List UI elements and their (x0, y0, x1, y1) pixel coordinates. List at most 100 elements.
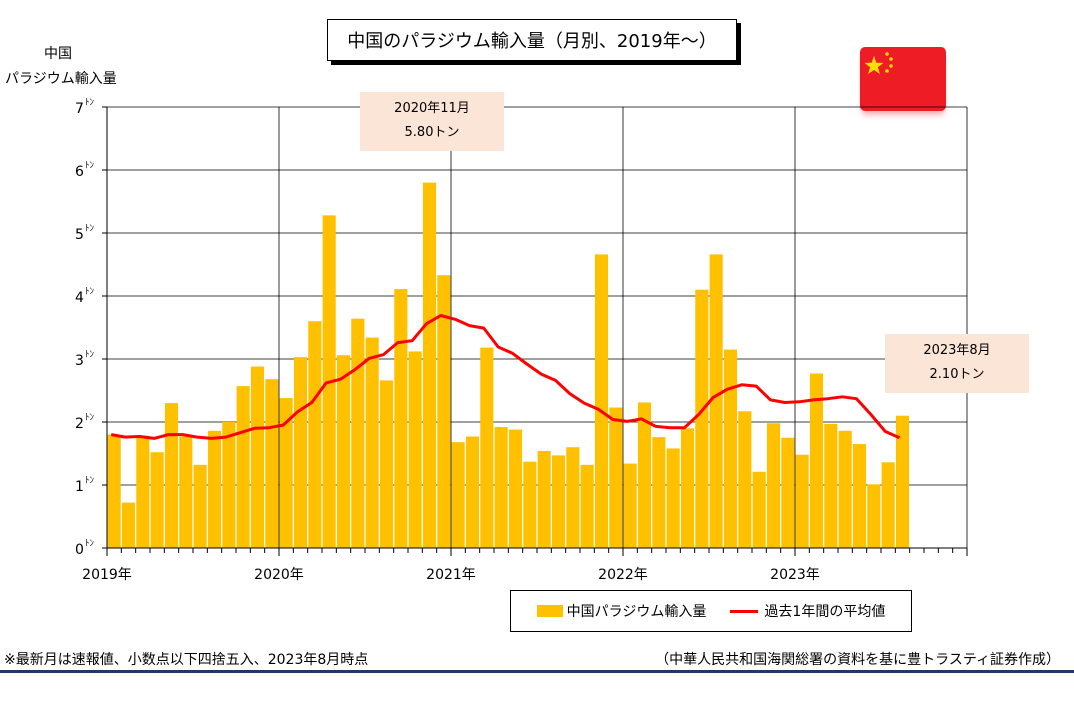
bar-imports (379, 380, 394, 548)
y-tick-unit: ﾄﾝ (85, 98, 95, 108)
bars-layer (107, 182, 910, 549)
bar-imports (265, 379, 279, 548)
x-tick-label: 2019年 (82, 567, 132, 583)
bar-imports (637, 402, 652, 548)
x-tick-label: 2021年 (426, 567, 476, 583)
bar-imports (709, 254, 723, 549)
legend-line-swatch (730, 609, 759, 613)
bar-imports (236, 386, 250, 548)
latest-callout-value: 2.10トン (929, 367, 985, 382)
bar-imports (437, 275, 451, 548)
y-tick-unit: ﾄﾝ (85, 350, 95, 360)
legend-bar-label: 中国パラジウム輸入量 (566, 604, 707, 620)
bar-imports (136, 435, 150, 548)
bar-imports (164, 403, 179, 548)
flag-stars (864, 52, 893, 74)
bar-imports (609, 407, 623, 548)
line-layer (110, 314, 901, 440)
chart-title: 中国のパラジウム輸入量（月別、2019年～） (327, 19, 737, 61)
latest-callout-date: 2023年8月 (923, 343, 991, 358)
bar-imports (537, 450, 551, 548)
bar-imports (852, 444, 867, 548)
bar-imports (508, 429, 523, 548)
bar-imports (781, 437, 795, 548)
y-tick-label: 6 (75, 164, 84, 180)
y-axis-label-line1: 中国 (44, 46, 72, 62)
y-tick-label: 5 (75, 227, 84, 243)
bar-imports (652, 437, 666, 548)
bar-imports (666, 448, 680, 548)
china-flag-icon (860, 47, 946, 111)
bar-imports (422, 182, 437, 548)
bar-imports (895, 415, 910, 548)
y-tick-unit: ﾄﾝ (85, 287, 95, 297)
x-tick-label: 2022年 (598, 567, 648, 583)
bar-imports (881, 462, 895, 548)
bar-imports (566, 447, 580, 548)
y-tick-label: 7 (75, 101, 84, 117)
bar-imports (809, 373, 824, 548)
peak-callout-date: 2020年11月 (394, 101, 470, 116)
bar-imports (222, 422, 236, 548)
bar-imports (308, 321, 322, 548)
y-tick-unit: ﾄﾝ (85, 413, 95, 423)
bar-imports (623, 463, 637, 548)
footnote: ※最新月は速報値、小数点以下四捨五入、2023年8月時点 (4, 652, 369, 668)
bar-imports (838, 430, 852, 548)
bar-imports (795, 454, 809, 548)
bar-imports (394, 289, 408, 548)
source-note: （中華人民共和国海関総署の資料を基に豊トラスティ証券作成） (655, 652, 1060, 668)
y-tick-label: 1 (75, 479, 84, 495)
bar-imports (451, 442, 465, 548)
bar-imports (293, 357, 308, 548)
bar-imports (408, 351, 422, 548)
bar-imports (193, 464, 207, 548)
legend-bar-swatch (536, 605, 563, 617)
bar-imports (480, 347, 494, 548)
bar-imports (250, 366, 265, 548)
bar-imports (723, 349, 738, 548)
peak-callout-value: 5.80トン (404, 125, 460, 140)
bar-imports (150, 452, 164, 548)
bar-imports (680, 428, 695, 548)
bar-imports (207, 430, 222, 548)
bar-imports (279, 398, 293, 548)
x-tick-label: 2020年 (254, 567, 304, 583)
y-tick-unit: ﾄﾝ (85, 476, 95, 486)
bar-imports (766, 423, 781, 548)
chart-legend: 中国パラジウム輸入量 過去1年間の平均値 (510, 590, 912, 632)
legend-item-average: 過去1年間の平均値 (730, 601, 885, 621)
bar-imports (738, 411, 752, 548)
bar-imports (594, 254, 609, 549)
grid-layer (106, 106, 968, 548)
peak-callout: 2020年11月 5.80トン (360, 92, 504, 151)
y-tick-label: 3 (75, 353, 84, 369)
y-tick-label: 2 (75, 416, 84, 432)
bar-imports (494, 427, 508, 548)
bar-imports (351, 318, 365, 548)
bar-imports (824, 423, 838, 548)
y-tick-label: 4 (75, 290, 84, 306)
bar-imports (580, 464, 594, 548)
bar-imports (752, 471, 766, 548)
bar-imports (523, 461, 537, 548)
y-tick-label: 0 (75, 542, 84, 558)
y-tick-unit: ﾄﾝ (85, 161, 95, 171)
bar-imports (551, 455, 566, 548)
bottom-divider (0, 670, 1074, 673)
bar-imports (465, 436, 480, 548)
y-tick-unit: ﾄﾝ (85, 224, 95, 234)
y-axis-label-line2: パラジウム輸入量 (5, 71, 117, 87)
bar-imports (336, 355, 351, 548)
x-tick-label: 2023年 (770, 567, 820, 583)
bar-imports (121, 502, 136, 548)
legend-item-imports: 中国パラジウム輸入量 (536, 601, 707, 621)
bar-imports (695, 289, 709, 548)
average-line (110, 314, 901, 440)
y-tick-unit: ﾄﾝ (85, 539, 95, 549)
bar-imports (179, 436, 193, 548)
bar-imports (365, 337, 379, 548)
latest-callout: 2023年8月 2.10トン (885, 334, 1029, 393)
